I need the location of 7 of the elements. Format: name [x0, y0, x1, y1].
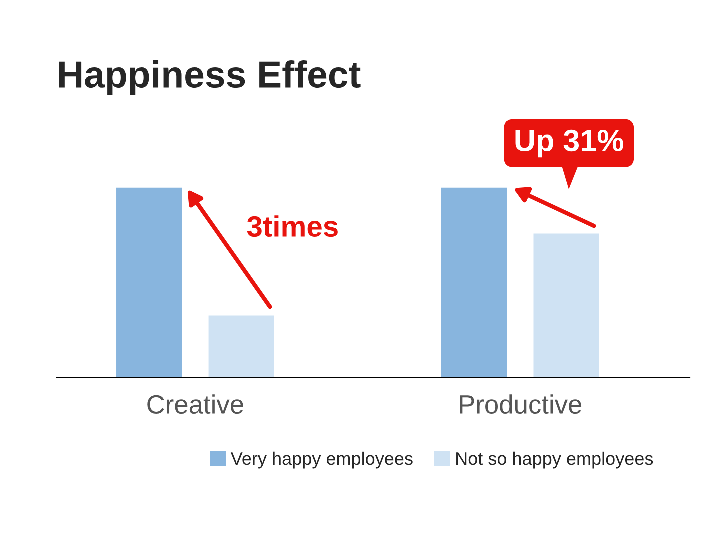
x-tick-label: Productive: [460, 394, 582, 414]
x-tick-label: Creative: [148, 394, 244, 414]
chart-title: Happiness Effect: [60, 60, 361, 96]
legend-label: Very happy employees: [230, 452, 413, 469]
annotation: 3times: [247, 216, 338, 238]
legend-label: Not so happy employees: [456, 452, 654, 469]
text: Up 31%: [516, 130, 624, 158]
